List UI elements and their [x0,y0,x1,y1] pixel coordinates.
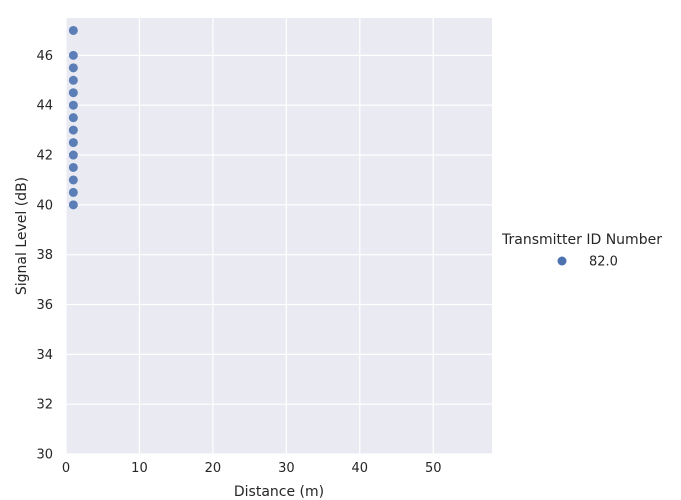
y-tick-label: 34 [36,348,53,363]
x-tick-label: 0 [62,461,70,476]
x-tick-label: 20 [205,461,222,476]
y-tick-label: 42 [36,149,53,164]
y-tick-label: 46 [36,49,53,64]
data-point [68,200,78,210]
data-point [68,150,78,160]
data-point [68,138,78,148]
legend-marker [557,256,567,266]
y-tick-label: 36 [36,298,53,313]
y-tick-label: 40 [36,198,53,213]
y-tick-label: 44 [36,99,53,114]
grid [65,18,492,455]
data-point [68,187,78,197]
data-point [68,113,78,123]
y-tick-label: 30 [36,448,53,463]
y-tick-labels: 30 32 34 36 38 40 42 44 46 [36,49,53,463]
x-tick-label: 30 [278,461,295,476]
y-tick-label: 38 [36,248,53,263]
x-tick-label: 50 [425,461,442,476]
legend: Transmitter ID Number 82.0 [501,232,662,270]
legend-entry-label: 82.0 [589,255,618,270]
legend-title: Transmitter ID Number [501,232,662,248]
y-axis-title: Signal Level (dB) [14,177,30,295]
data-point [68,125,78,135]
x-tick-label: 40 [352,461,369,476]
data-point [68,175,78,185]
x-axis-title: Distance (m) [234,484,324,500]
y-tick-label: 32 [36,398,53,413]
data-point [68,25,78,35]
data-points [68,25,78,210]
data-point [68,88,78,98]
data-point [68,100,78,110]
data-point [68,162,78,172]
data-point [68,63,78,73]
data-point [68,75,78,85]
data-point [68,50,78,60]
plot-background [66,18,492,454]
x-tick-label: 10 [131,461,148,476]
x-tick-labels: 0 10 20 30 40 50 [62,461,442,476]
